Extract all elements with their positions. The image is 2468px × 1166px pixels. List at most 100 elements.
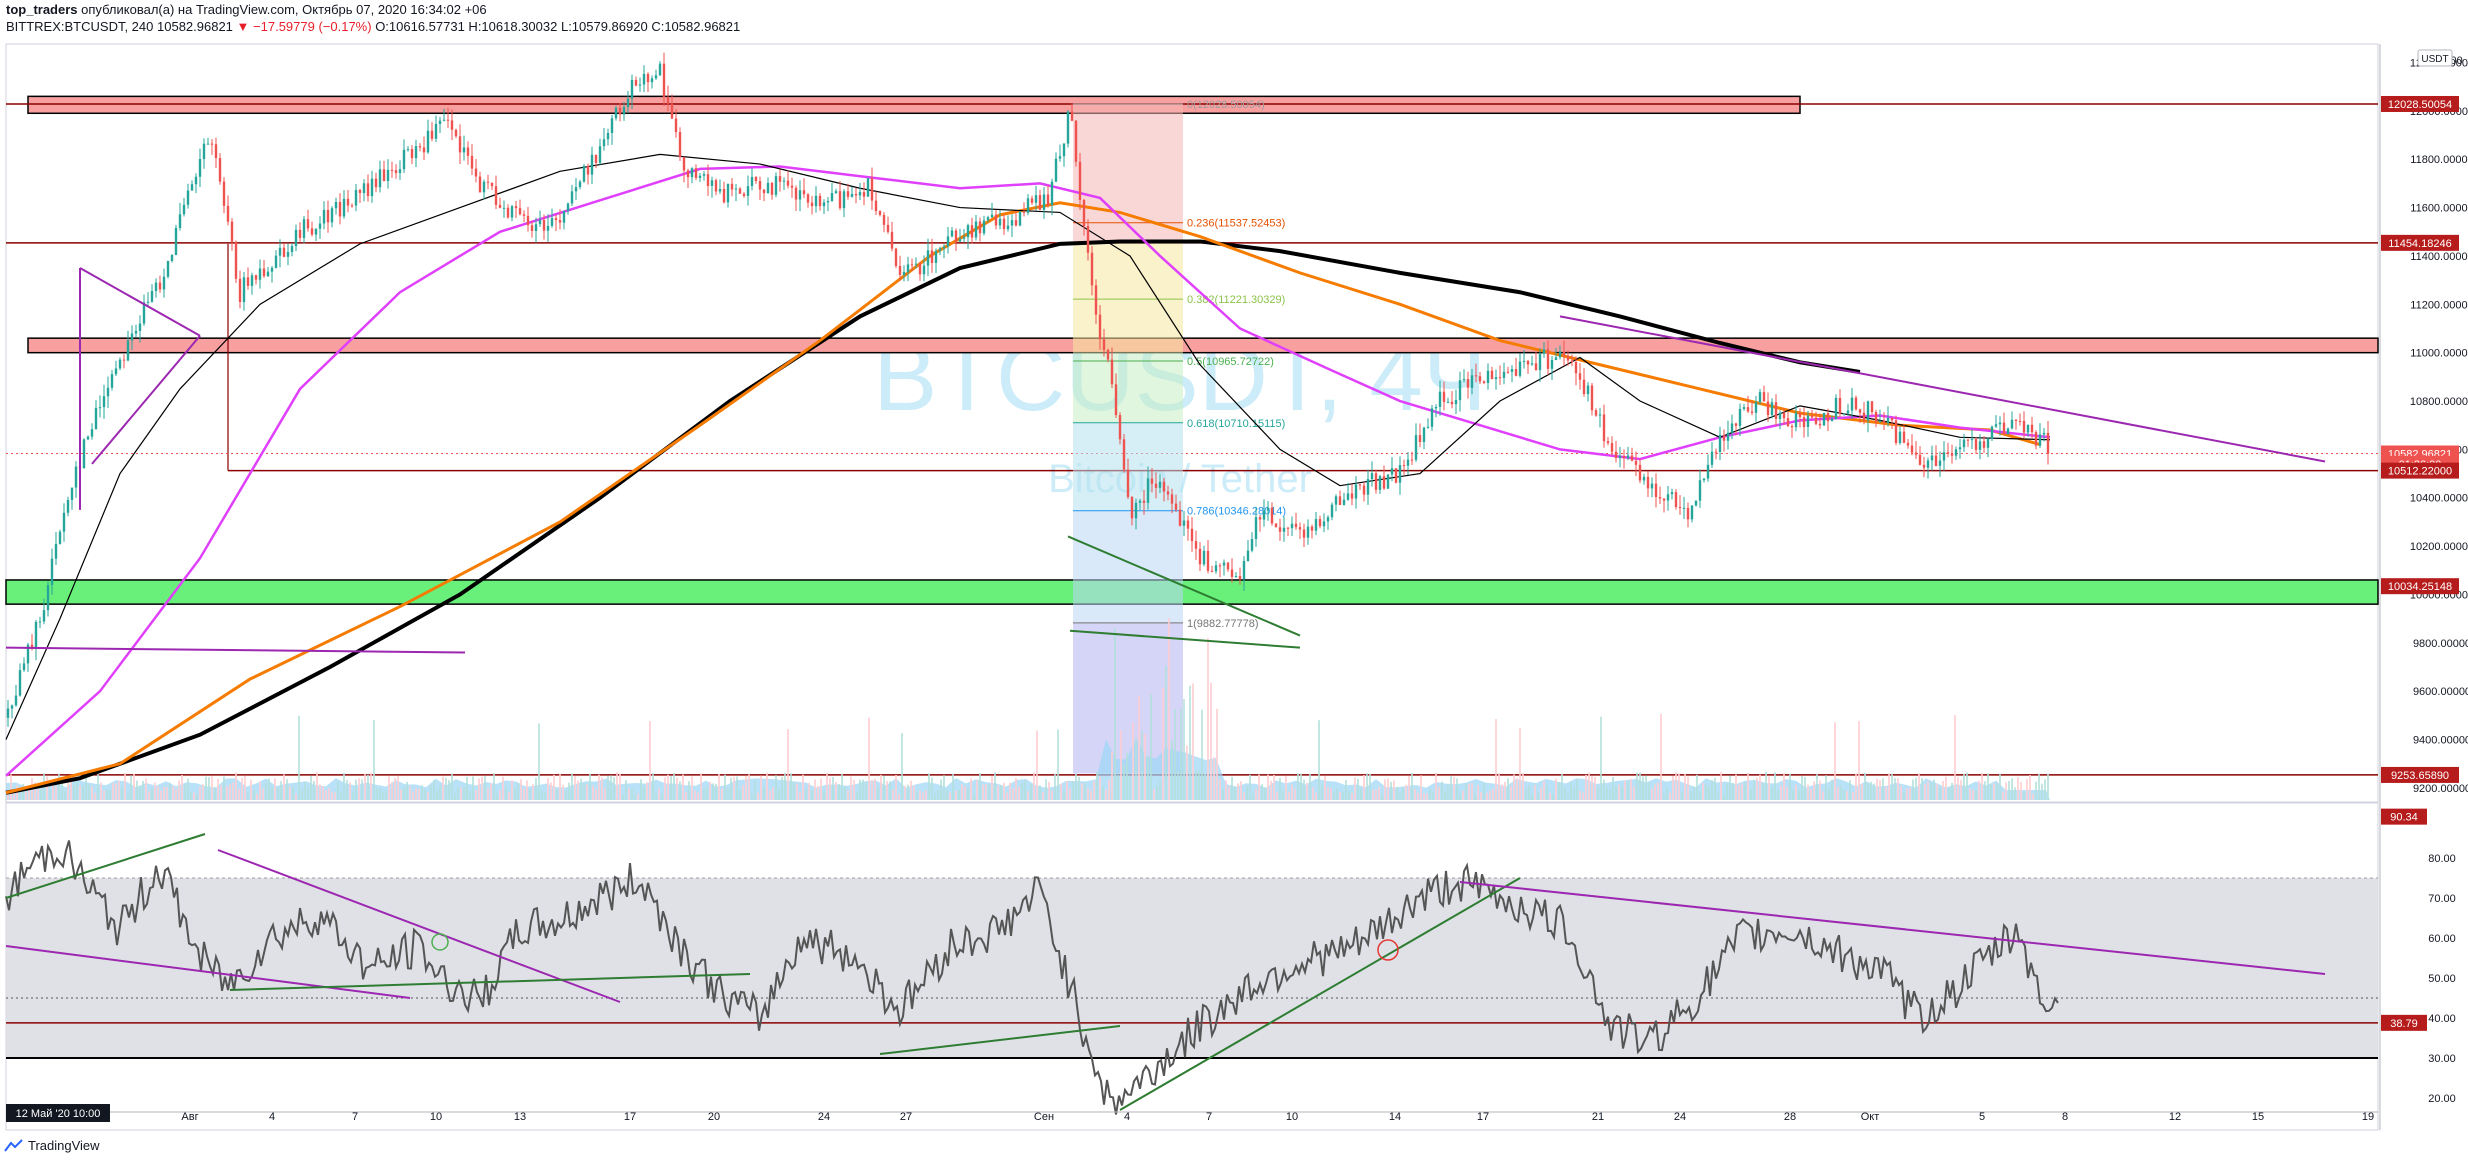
rsi-trendline [1459, 881, 2326, 975]
candle-body [826, 200, 830, 203]
candle-body [926, 250, 930, 266]
candle-body [298, 229, 302, 238]
candle-body [1562, 351, 1566, 356]
candle-body [22, 663, 26, 671]
publish-info: top_traders опубликовал(а) на TradingVie… [6, 2, 487, 18]
ma-20-line [5, 153, 2051, 740]
candle-body [1718, 434, 1722, 453]
candle-body [410, 149, 414, 159]
time-tick-label: 27 [900, 1111, 912, 1123]
candle-body [350, 205, 354, 207]
candle-body [1158, 481, 1162, 488]
resistance-zone [27, 337, 2379, 354]
rsi-trendline [229, 973, 751, 991]
candle-body [774, 176, 778, 195]
published-text: опубликовал(а) на TradingView.com, Октяб… [81, 2, 487, 17]
candle-body [62, 512, 66, 532]
fib-level-label: 0.786(10346.28014) [1187, 506, 1286, 518]
candle-body [138, 323, 142, 331]
candle-body [870, 178, 874, 201]
fib-band [1073, 242, 1183, 353]
time-tick-label: 5 [1979, 1111, 1985, 1123]
candle-body [554, 218, 558, 221]
candle-body [278, 247, 282, 256]
candle-body [1190, 528, 1194, 542]
rsi-trendline [1119, 877, 1521, 1111]
candle-body [786, 180, 790, 186]
candle-body [1310, 526, 1314, 531]
candle-body [1402, 465, 1406, 467]
candle-body [1022, 211, 1026, 213]
candle-body [1810, 415, 1814, 418]
candle-body [502, 207, 506, 209]
time-tick-label: Сен [1034, 1111, 1054, 1123]
fib-level-label: 0.382(11221.30329) [1187, 294, 1285, 306]
resistance-zone [27, 95, 1801, 115]
candle-body [702, 174, 706, 176]
candle-body [1766, 401, 1770, 416]
candle-body [370, 178, 374, 197]
candle-body [214, 144, 218, 159]
price-tick-label: 9600.00000 [2413, 686, 2468, 698]
candle-body [1826, 412, 1830, 422]
candle-body [1578, 373, 1582, 380]
candle-body [590, 154, 594, 175]
author-name[interactable]: top_traders [6, 2, 78, 17]
candle-body [570, 191, 574, 204]
candle-body [914, 263, 918, 265]
candle-body [1970, 439, 1974, 441]
candle-body [1114, 384, 1118, 416]
candle-body [1554, 357, 1558, 361]
price-trendline [5, 646, 466, 654]
candle-body [1206, 550, 1210, 571]
candle-body [1282, 527, 1286, 532]
candle-body [806, 194, 810, 203]
candle-body [1318, 519, 1322, 527]
candle-body [934, 250, 938, 263]
candle-body [1858, 409, 1862, 413]
candle-body [722, 188, 726, 203]
candle-body [1666, 494, 1670, 501]
candle-body [746, 186, 750, 196]
candle-body [1186, 520, 1190, 529]
candle-body [74, 466, 78, 488]
candle-body [2030, 424, 2034, 433]
candle-body [54, 543, 58, 559]
candle-body [1150, 478, 1154, 484]
candle-body [858, 192, 862, 196]
price-pane[interactable] [5, 43, 2379, 803]
rsi-tick-label: 20.00 [2428, 1093, 2456, 1105]
candle-body [742, 193, 746, 196]
candle-body [942, 246, 946, 249]
candle-body [406, 149, 410, 151]
candle-body [1834, 397, 1838, 420]
candle-body [1078, 161, 1082, 200]
time-tick-label: 13 [514, 1111, 526, 1123]
candle-body [2006, 428, 2010, 435]
candle-body [1382, 476, 1386, 489]
candle-body [1814, 417, 1818, 424]
candle-body [1806, 415, 1810, 427]
candle-body [1978, 441, 1982, 450]
price-label-text: 11454.18246 [2388, 238, 2451, 250]
candle-body [1222, 562, 1226, 566]
candle-body [1570, 360, 1574, 363]
tradingview-footer[interactable]: TradingView [4, 1138, 100, 1153]
candle-body [1598, 414, 1602, 416]
candle-body [1234, 576, 1238, 578]
candle-body [442, 119, 446, 121]
candle-body [1230, 569, 1234, 577]
price-change: ▼ −17.59779 (−0.17%) [236, 19, 372, 34]
candle-body [598, 146, 602, 163]
candle-body [1690, 505, 1694, 520]
time-tick-label: 4 [1124, 1111, 1130, 1123]
price-tick-label: 10200.00000 [2410, 541, 2468, 553]
candle-body [346, 198, 350, 206]
candle-body [1006, 225, 1010, 230]
candle-body [90, 429, 94, 437]
candle-body [1074, 120, 1078, 162]
candle-body [1254, 517, 1258, 539]
symbol-info: BITTREX:BTCUSDT, 240 10582.96821 ▼ −17.5… [6, 19, 740, 35]
candle-body [1162, 481, 1166, 492]
